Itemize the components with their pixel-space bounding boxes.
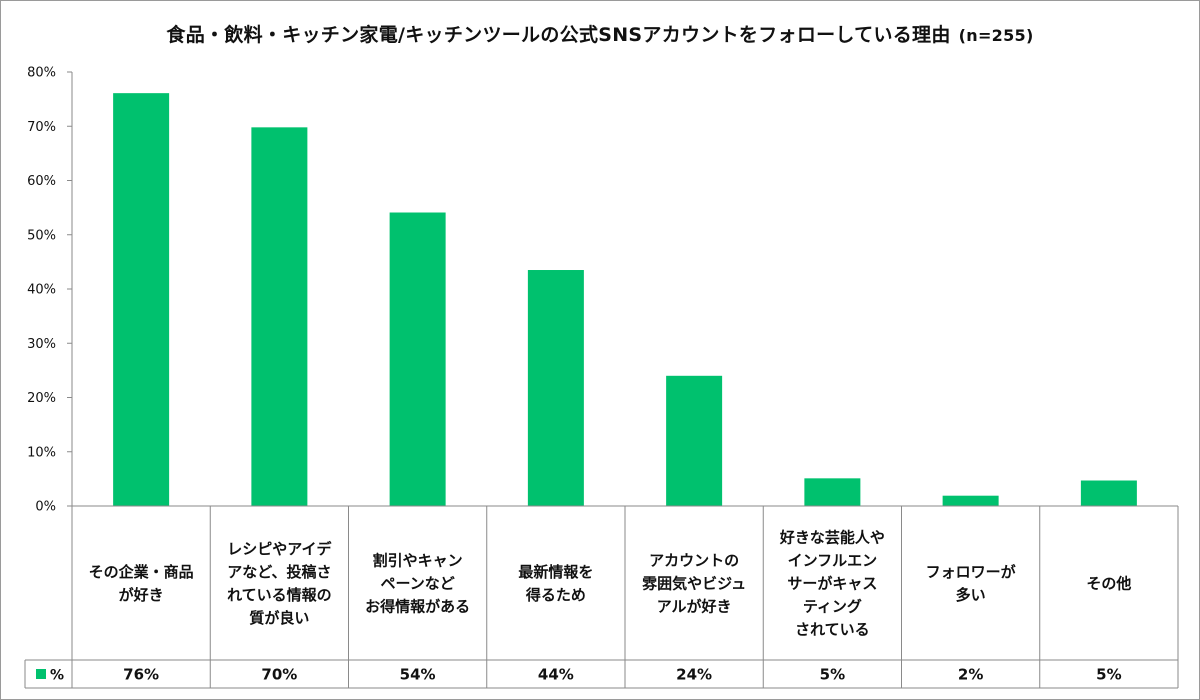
value-label: 70%: [261, 666, 297, 684]
y-tick-label: 70%: [27, 120, 56, 135]
value-label: 5%: [820, 666, 845, 684]
category-label-line: 雰囲気やビジュ: [642, 575, 746, 593]
category-label-line: ペーンなど: [380, 575, 454, 593]
category-label-line: 割引やキャン: [373, 552, 463, 570]
y-tick-label: 0%: [35, 500, 56, 515]
value-label: 24%: [676, 666, 712, 684]
value-label: 5%: [1096, 666, 1121, 684]
category-label-line: 多い: [956, 586, 986, 604]
category-label-line: アルが好き: [657, 598, 732, 616]
category-label: その他: [1086, 575, 1131, 593]
bar: [389, 212, 446, 506]
category-label-line: サーがキャス: [787, 575, 877, 593]
bar: [804, 478, 861, 506]
y-tick-label: 40%: [27, 283, 56, 298]
value-label: 2%: [958, 666, 983, 684]
category-label: 割引やキャンペーンなどお得情報がある: [365, 552, 470, 616]
category-label-line: 質が良い: [249, 609, 309, 627]
category-label-line: レシピやアイデ: [227, 540, 332, 558]
value-label: 76%: [123, 666, 159, 684]
bar: [527, 270, 584, 506]
bar: [666, 375, 723, 506]
bar: [251, 127, 308, 507]
y-tick-label: 80%: [27, 66, 56, 81]
value-label: 54%: [400, 666, 436, 684]
category-label-line: インフルエン: [788, 552, 878, 570]
y-tick-label: 20%: [27, 391, 56, 406]
category-label-line: れている情報の: [227, 586, 332, 604]
category-label-line: フォロワーが: [926, 563, 1017, 581]
category-label-line: その他: [1086, 575, 1131, 593]
category-label: その企業・商品が好き: [89, 563, 194, 604]
category-label-line: が好き: [119, 586, 164, 604]
y-tick-label: 10%: [27, 445, 56, 460]
category-label-line: 最新情報を: [518, 563, 593, 581]
category-label-line: お得情報がある: [365, 598, 470, 616]
category-label: 好きな芸能人やインフルエンサーがキャスティングされている: [779, 529, 885, 639]
category-label: フォロワーが多い: [926, 563, 1017, 604]
y-tick-label: 30%: [27, 337, 56, 352]
legend-swatch: [36, 669, 46, 679]
category-label-line: されている: [795, 621, 870, 639]
category-label: 最新情報を得るため: [518, 563, 593, 604]
category-label-line: アカウントの: [649, 552, 739, 570]
category-label-line: その企業・商品: [89, 563, 194, 581]
y-tick-label: 60%: [27, 174, 56, 189]
chart-subtitle: (n=255): [958, 26, 1034, 45]
bar: [1080, 480, 1137, 506]
category-label-line: ティング: [803, 598, 862, 616]
legend-label: %: [50, 668, 64, 684]
category-label: アカウントの雰囲気やビジュアルが好き: [642, 552, 746, 616]
bar: [942, 495, 999, 506]
category-label: レシピやアイデアなど、投稿されている情報の質が良い: [227, 540, 332, 627]
bar: [113, 93, 170, 506]
y-tick-label: 50%: [27, 228, 56, 243]
category-label-line: 好きな芸能人や: [779, 529, 885, 547]
chart-title: 食品・飲料・キッチン家電/キッチンツールの公式SNSアカウントをフォローしている…: [0, 20, 1200, 47]
chart-title-text: 食品・飲料・キッチン家電/キッチンツールの公式SNSアカウントをフォローしている…: [166, 24, 951, 46]
value-label: 44%: [538, 666, 574, 684]
category-label-line: 得るため: [525, 586, 586, 604]
category-label-line: アなど、投稿さ: [227, 563, 331, 581]
